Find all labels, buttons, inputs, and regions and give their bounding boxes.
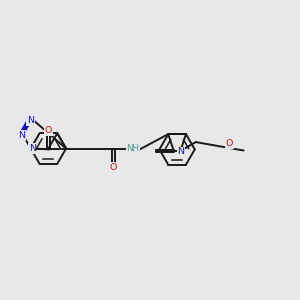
Text: O: O <box>45 126 52 135</box>
Text: N: N <box>27 116 34 125</box>
Text: O: O <box>225 139 233 148</box>
Text: N: N <box>29 144 36 153</box>
Text: N: N <box>18 131 26 140</box>
Text: NH: NH <box>126 144 140 153</box>
Text: O: O <box>110 163 117 172</box>
Text: N: N <box>178 147 184 156</box>
